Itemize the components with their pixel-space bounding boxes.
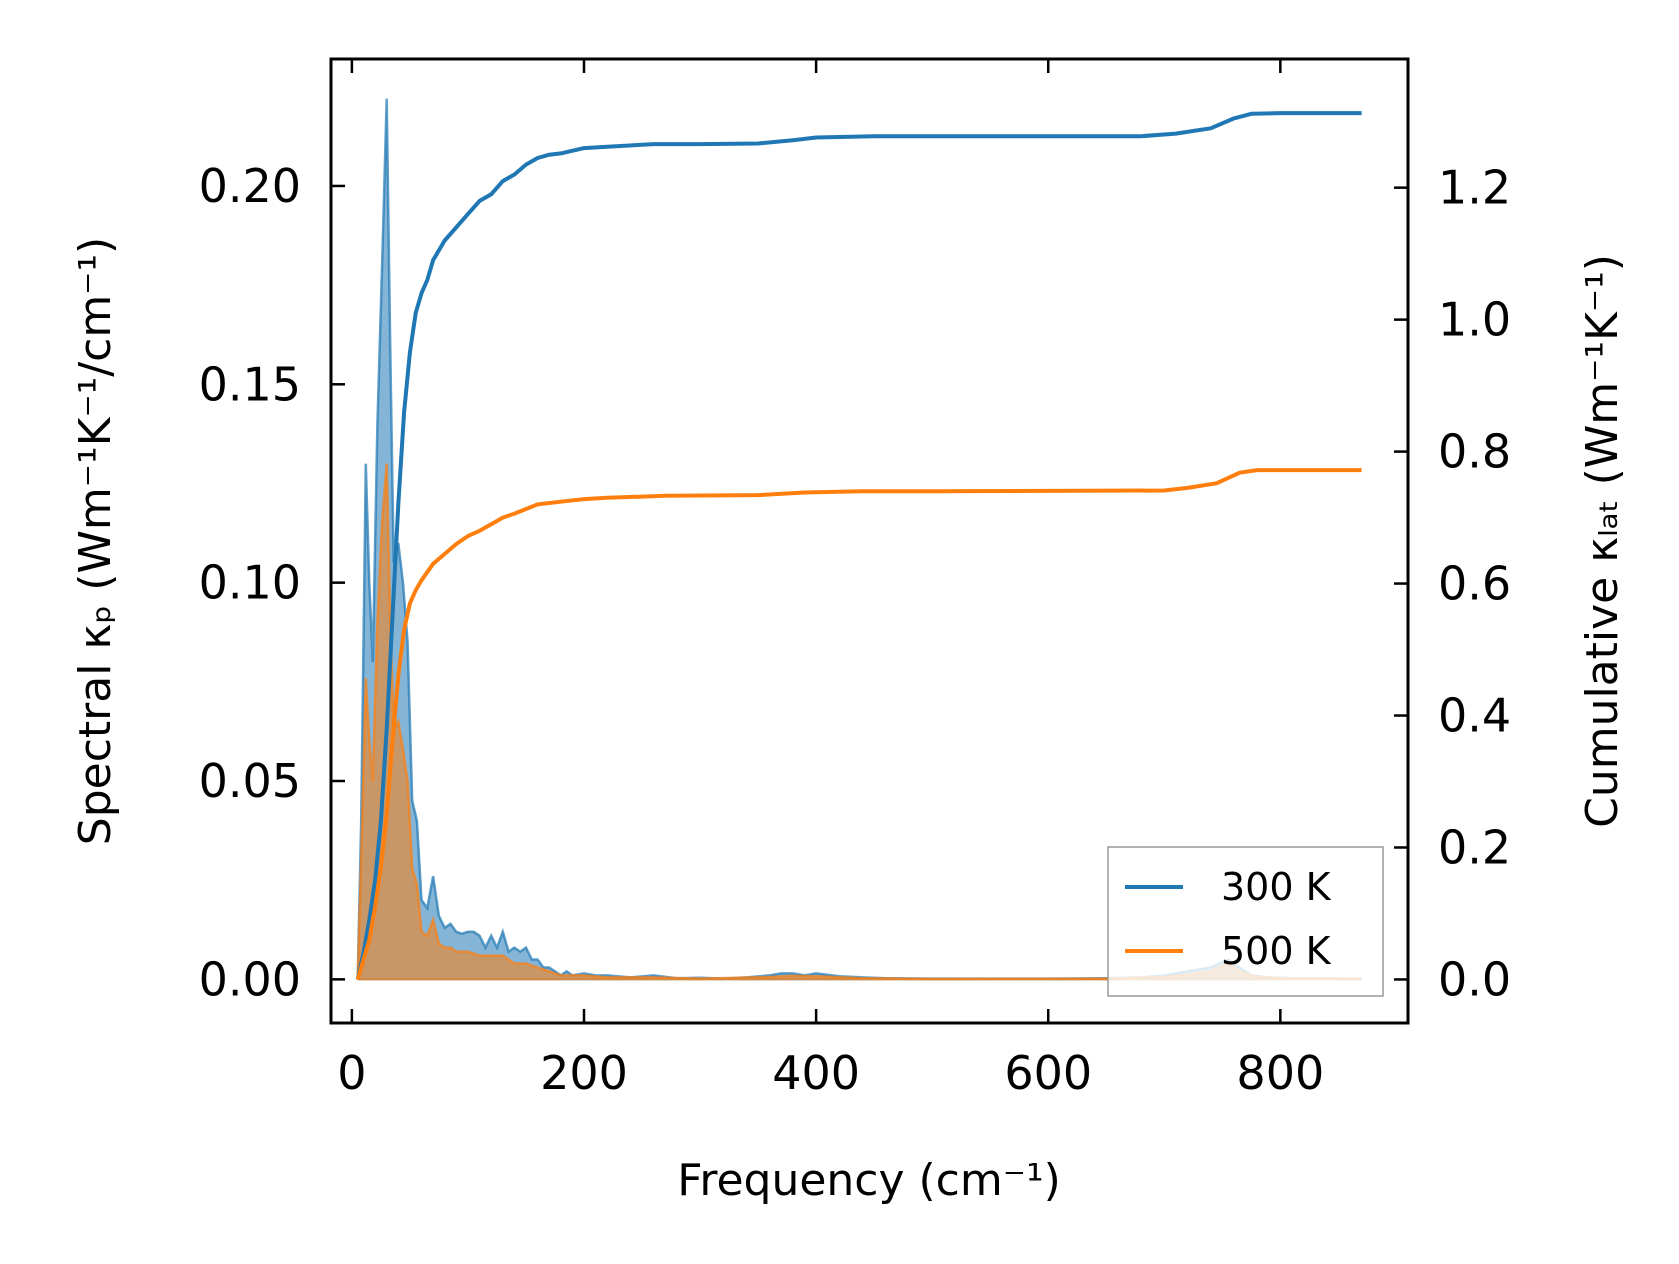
legend-label-500k: 500 K bbox=[1221, 929, 1332, 973]
legend: 300 K 500 K bbox=[1107, 846, 1384, 997]
x-tick-label: 200 bbox=[540, 1046, 628, 1100]
y-tick-label-right: 0.8 bbox=[1438, 425, 1511, 479]
x-tick-label: 400 bbox=[772, 1046, 860, 1100]
y-tick-label-left: 0.20 bbox=[199, 159, 301, 213]
y-tick-label-left: 0.05 bbox=[199, 754, 301, 808]
legend-label-300k: 300 K bbox=[1221, 865, 1332, 909]
cumulative-line-500k bbox=[355, 468, 1362, 981]
y-tick-label-right: 0.2 bbox=[1438, 820, 1511, 874]
y-tick-label-right: 1.0 bbox=[1438, 293, 1511, 347]
x-tick-label: 0 bbox=[337, 1046, 366, 1100]
series-lines bbox=[355, 111, 1362, 981]
legend-box bbox=[1107, 846, 1384, 997]
y-tick-label-left: 0.10 bbox=[199, 556, 301, 610]
x-tick-label: 800 bbox=[1236, 1046, 1324, 1100]
plot-frame bbox=[329, 57, 1410, 1025]
y-axis-label-right: Cumulative κₗₐₜ (Wm⁻¹K⁻¹) bbox=[1577, 254, 1628, 828]
cumulative-line-300k bbox=[355, 111, 1362, 980]
y-tick-label-left: 0.15 bbox=[199, 357, 301, 411]
axis-tick-labels: 0 200 400 600 800 0.00 0.05 0.10 0.15 0.20 0.0 0.2 0… bbox=[199, 159, 1512, 1100]
y-tick-label-left: 0.00 bbox=[199, 952, 301, 1006]
axis-ticks bbox=[331, 59, 1408, 1023]
x-tick-label: 600 bbox=[1004, 1046, 1092, 1100]
x-axis-label: Frequency (cm⁻¹) bbox=[677, 1155, 1061, 1206]
y-tick-label-right: 1.2 bbox=[1438, 161, 1511, 215]
y-tick-label-right: 0.6 bbox=[1438, 557, 1511, 611]
y-axis-label-left: Spectral κₚ (Wm⁻¹K⁻¹/cm⁻¹) bbox=[70, 237, 121, 845]
y-tick-label-right: 0.0 bbox=[1438, 952, 1511, 1006]
y-tick-label-right: 0.4 bbox=[1438, 689, 1511, 743]
